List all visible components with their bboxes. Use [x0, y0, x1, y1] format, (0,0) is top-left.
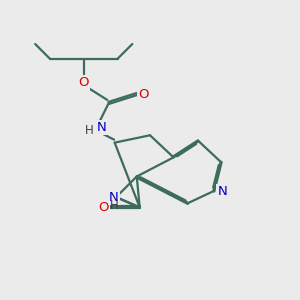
Text: H: H	[110, 199, 118, 212]
Text: N: N	[97, 122, 106, 134]
Text: O: O	[98, 201, 109, 214]
Text: N: N	[109, 190, 119, 204]
Text: N: N	[217, 185, 227, 198]
Text: O: O	[138, 88, 148, 100]
Text: O: O	[79, 76, 89, 89]
Text: H: H	[84, 124, 93, 137]
